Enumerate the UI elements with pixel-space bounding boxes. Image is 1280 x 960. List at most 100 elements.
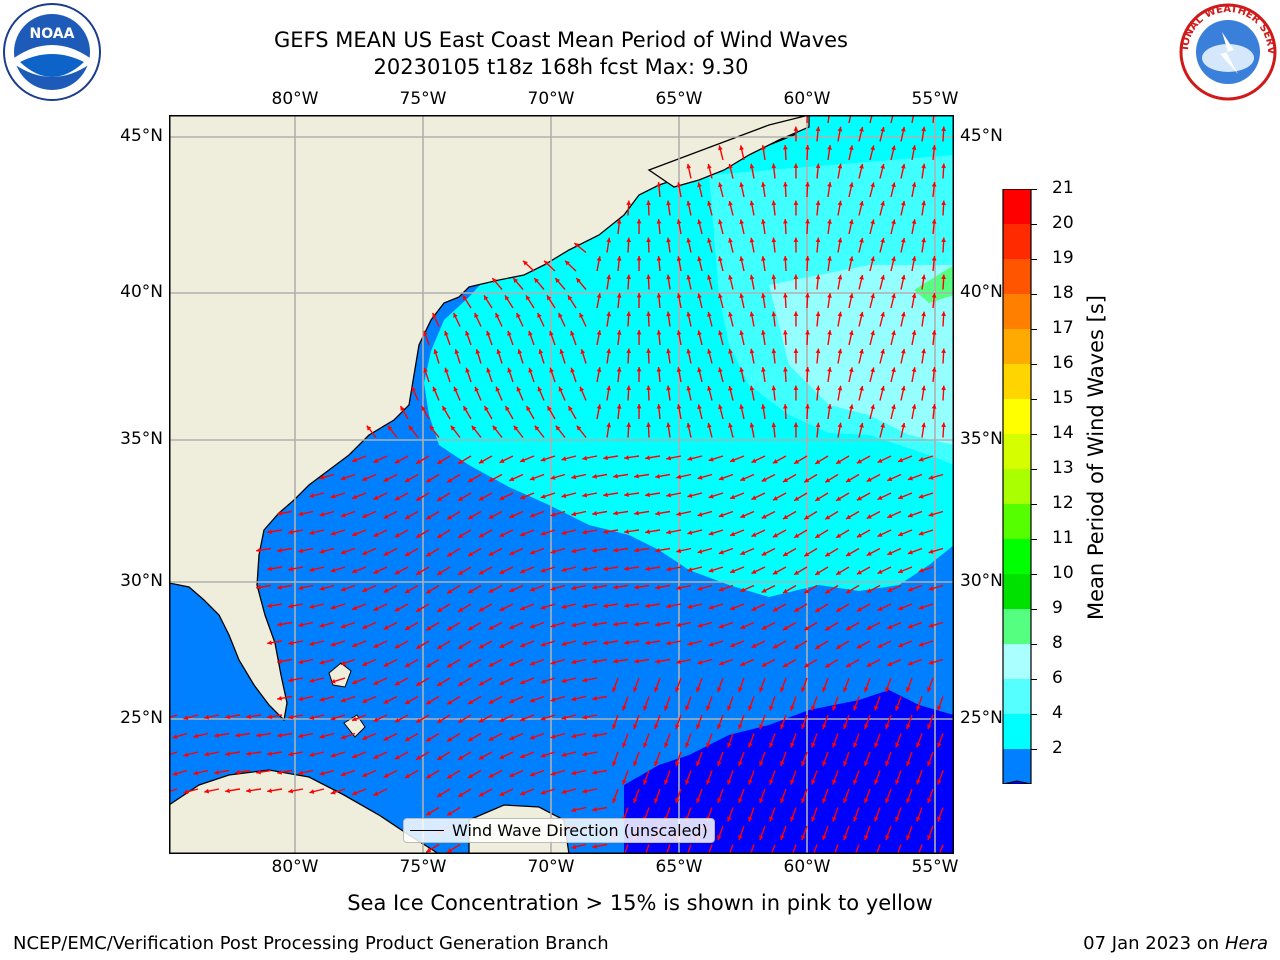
wind-arrow-head (404, 662, 410, 667)
wind-arrow-head (513, 278, 518, 283)
map-panel (169, 115, 954, 854)
wind-arrow-head (708, 567, 714, 573)
wind-arrow-head (499, 754, 505, 759)
wind-arrow-head (811, 779, 816, 785)
wind-arrow-head (408, 425, 414, 431)
wind-arrow-head (880, 348, 885, 354)
wind-arrow-head (885, 798, 890, 804)
wind-arrow-head (676, 622, 682, 628)
wind-arrow-head (404, 773, 410, 778)
wind-arrow-head (468, 699, 474, 705)
wind-arrow-head (561, 678, 567, 683)
wind-arrow-head (749, 200, 755, 206)
wind-arrow-head (523, 260, 528, 266)
wind-arrow-head (225, 751, 230, 757)
wind-arrow-head (697, 219, 702, 225)
wind-arrow-head (848, 293, 854, 299)
wind-arrow-head (941, 126, 946, 132)
wind-arrow-head (825, 588, 831, 594)
wind-arrow-head (697, 586, 703, 591)
wind-arrow-head (749, 311, 755, 317)
wind-arrow-head (540, 494, 546, 499)
wind-arrow-head (267, 566, 272, 572)
wind-arrow-head (447, 588, 453, 594)
wind-arrow-head (592, 696, 597, 701)
wind-arrow-head (728, 348, 733, 354)
lon-label: 80°W (271, 857, 319, 877)
wind-arrow-head (633, 687, 638, 693)
wind-arrow-head (655, 584, 660, 590)
wind-arrow-head (484, 406, 489, 412)
wind-arrow-head (298, 548, 304, 554)
wind-arrow-head (687, 530, 693, 535)
wind-arrow-head (675, 687, 680, 693)
wind-arrow-head (870, 293, 875, 299)
wind-arrow-head (550, 549, 556, 554)
wind-arrow-head (655, 510, 660, 516)
colorbar-tick-label: 4 (1052, 703, 1063, 723)
wind-arrow-head (870, 219, 875, 225)
wind-arrow-head (866, 477, 872, 482)
wind-arrow-head (277, 547, 282, 553)
wind-arrow-head (267, 529, 272, 535)
wind-arrow-head (697, 549, 703, 554)
wind-arrow-head (330, 641, 336, 647)
wind-arrow-head (225, 788, 230, 794)
wind-arrow-head (437, 755, 443, 760)
wind-arrow-head (488, 551, 494, 556)
wind-arrow-head (730, 642, 736, 648)
wind-arrow-head (815, 311, 821, 317)
wind-arrow-head (740, 587, 746, 592)
wind-arrow-head (603, 492, 608, 498)
wind-arrow-head (739, 404, 745, 410)
wind-arrow-head (571, 733, 577, 739)
wind-arrow-head (193, 733, 199, 739)
wind-arrow-head (827, 145, 832, 150)
wind-arrow-head (373, 495, 379, 500)
wind-arrow-head (423, 330, 428, 336)
wind-arrow-head (793, 348, 799, 353)
wind-arrow-head (655, 658, 660, 664)
lat-label: 45°N (960, 126, 1003, 146)
wind-arrow-head (656, 219, 662, 224)
wind-arrow-head (404, 551, 410, 556)
wind-arrow-head (579, 386, 585, 392)
wind-arrow-head (492, 278, 497, 283)
wind-arrow-head (646, 200, 651, 206)
wind-arrow-head (738, 724, 743, 730)
wind-arrow-head (540, 457, 546, 462)
wind-arrow-head (509, 698, 515, 704)
wind-arrow-head (516, 312, 521, 318)
wind-arrow-head (891, 256, 896, 262)
wind-arrow-head (362, 476, 368, 481)
wind-arrow-head (626, 200, 632, 206)
wind-arrow-head (277, 621, 282, 627)
wind-arrow-head (697, 475, 703, 480)
wind-arrow-head (771, 274, 777, 280)
wind-arrow-head (256, 547, 261, 553)
wind-arrow-head (183, 715, 189, 721)
wind-arrow-head (520, 605, 526, 611)
wind-arrow-head (740, 476, 746, 481)
wind-arrow-head (794, 533, 800, 538)
wind-arrow-head (437, 496, 443, 501)
wind-arrow-head (676, 548, 682, 554)
wind-arrow-head (697, 330, 702, 336)
wind-arrow-head (447, 625, 453, 631)
wind-arrow-head (447, 477, 453, 483)
wind-arrow-head (362, 513, 368, 518)
lon-label: 55°W (911, 857, 959, 877)
colorbar-tick-mark (1031, 644, 1037, 645)
wind-arrow-head (634, 584, 639, 590)
wind-arrow-head (846, 588, 852, 594)
wind-arrow-head (643, 779, 648, 785)
wind-arrow-head (927, 724, 932, 730)
wind-arrow-head (822, 835, 827, 841)
wind-arrow-head (429, 425, 435, 431)
wind-arrow-head (603, 603, 608, 609)
wind-arrow-head (529, 734, 535, 740)
wind-arrow-head (633, 798, 638, 804)
wind-arrow-head (928, 660, 934, 665)
colorbar-segment (1003, 679, 1031, 714)
wind-arrow-head (837, 385, 843, 391)
